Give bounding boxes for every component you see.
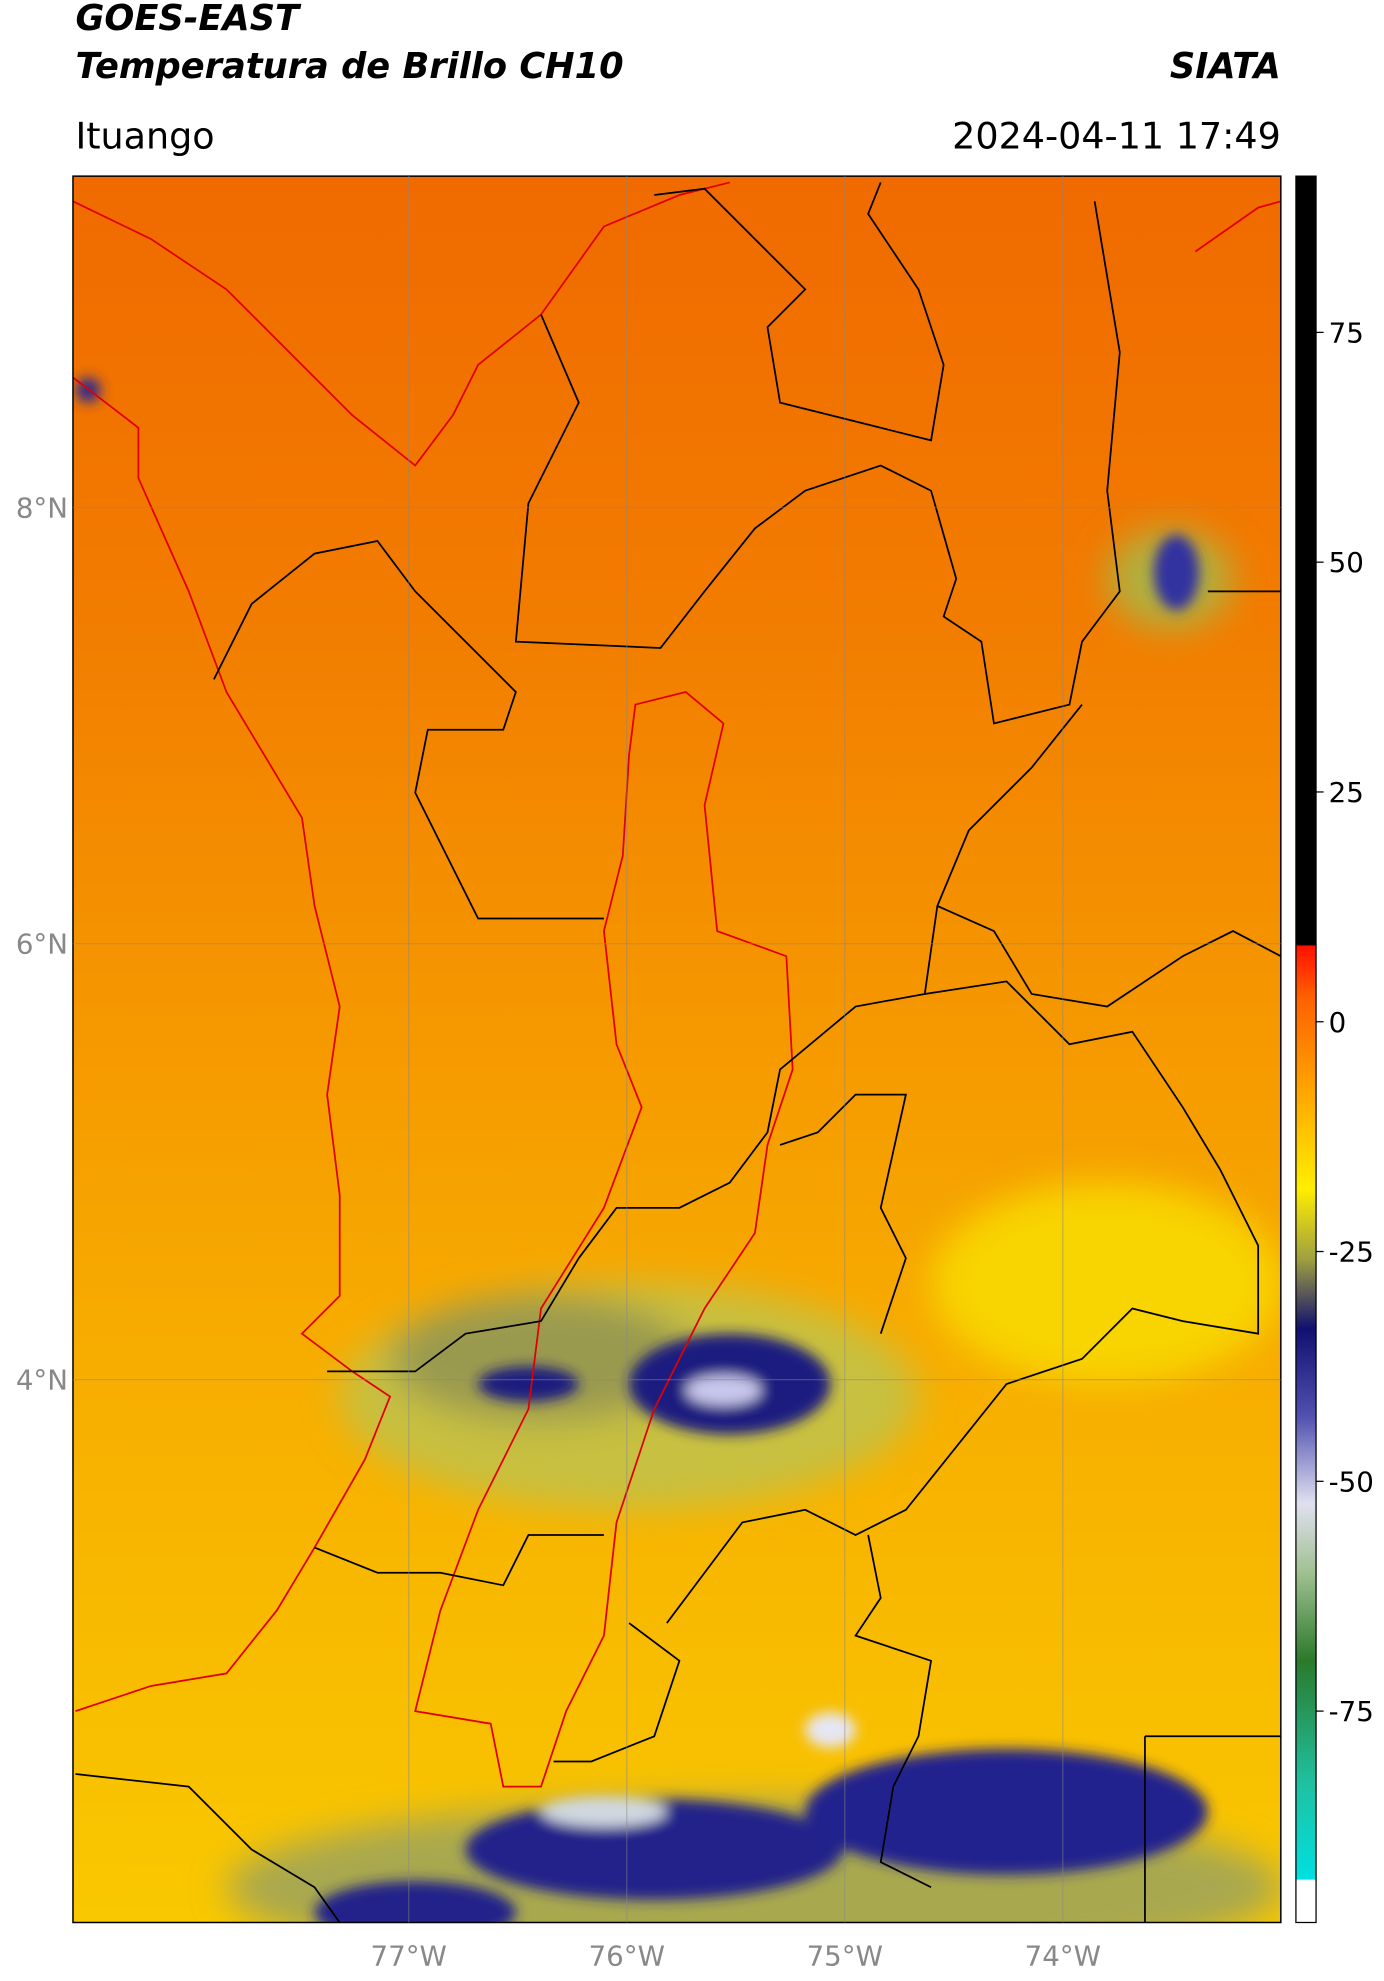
colorbar-tick-label: -75	[1329, 1695, 1374, 1728]
y-tick-label: 6°N	[16, 928, 68, 961]
location: Ituango	[75, 114, 214, 157]
brand: SIATA	[1170, 46, 1281, 87]
coastline	[72, 181, 1281, 1788]
x-tick-label: 74°W	[1025, 1939, 1101, 1972]
colorbar-tick-label: 0	[1329, 1006, 1347, 1039]
x-tick-label: 76°W	[589, 1939, 665, 1972]
deep-convection	[75, 377, 1208, 1923]
y-tick-label: 8°N	[16, 492, 68, 525]
colorbar-tick-label: 50	[1329, 546, 1364, 579]
y-tick-label: 4°N	[16, 1364, 68, 1397]
admin-boundaries	[75, 182, 1281, 1923]
title: GOES-EAST	[75, 0, 302, 39]
datetime: 2024-04-11 17:49	[952, 114, 1281, 157]
map-background	[72, 176, 1281, 1923]
x-tick-label: 77°W	[371, 1939, 447, 1972]
colorbar-tick-label: -25	[1329, 1236, 1374, 1269]
map-frame	[72, 175, 1282, 1924]
colorbar-tick-label: -50	[1329, 1465, 1374, 1498]
x-tick-label: 75°W	[807, 1939, 883, 1972]
map	[72, 176, 1281, 1923]
subtitle: Temperatura de Brillo CH10	[75, 46, 623, 87]
colorbar-tick-label: 75	[1329, 316, 1364, 349]
colorbar	[1295, 175, 1317, 1924]
colorbar-tick-label: 25	[1329, 776, 1364, 809]
